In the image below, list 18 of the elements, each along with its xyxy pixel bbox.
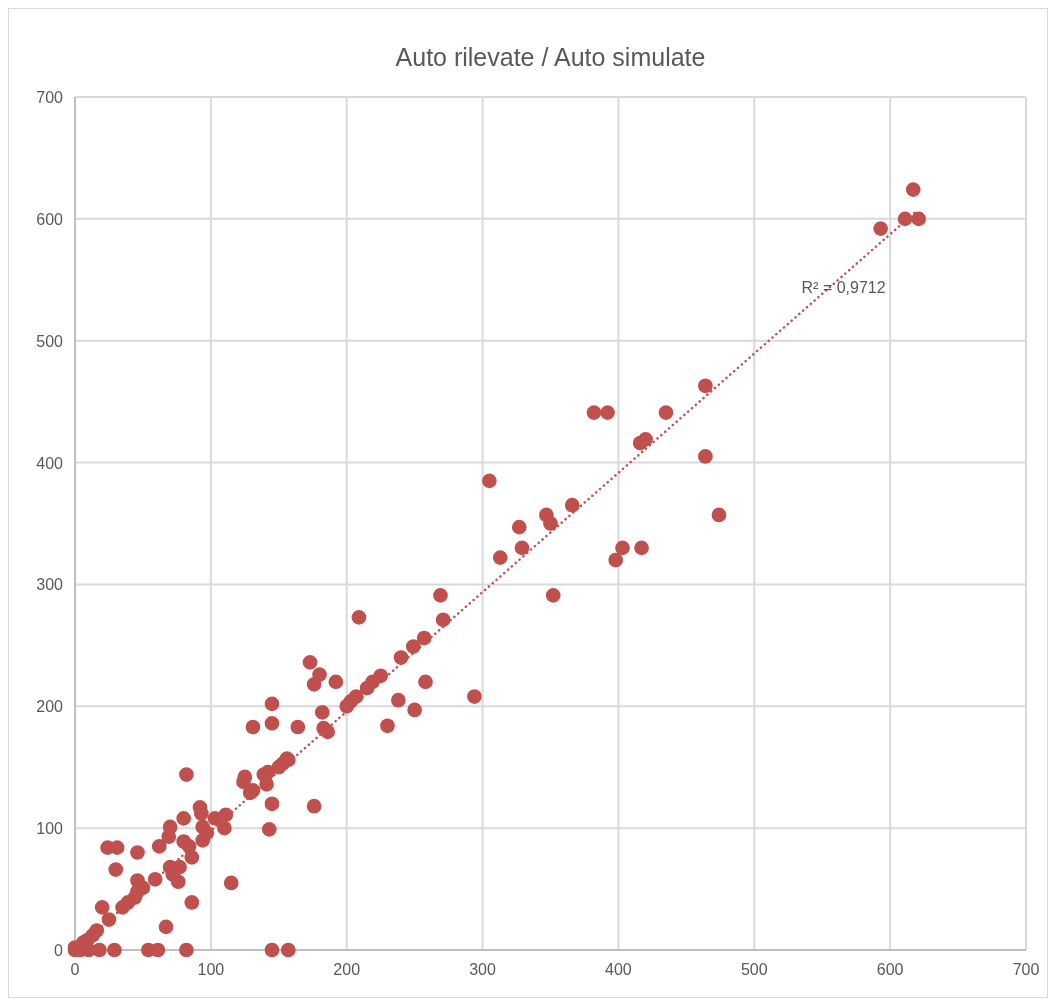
y-tick-label: 500 xyxy=(36,332,64,350)
annotation: R² = 0,9712 xyxy=(801,279,886,297)
y-tick-label: 600 xyxy=(36,210,64,228)
y-tick-label: 700 xyxy=(36,89,64,106)
x-tick-label: 300 xyxy=(469,961,497,978)
x-tick-label: 500 xyxy=(740,961,768,978)
x-tick-label: 400 xyxy=(605,961,632,978)
chart-title: Auto rilevate / Auto simulate xyxy=(395,43,706,71)
y-tick-label: 300 xyxy=(36,576,64,594)
y-tick-label: 0 xyxy=(54,942,64,959)
x-tick-label: 0 xyxy=(70,961,80,978)
x-tick-label: 600 xyxy=(876,961,904,978)
y-tick-label: 200 xyxy=(36,698,64,716)
y-tick-label: 100 xyxy=(36,820,64,838)
y-tick-label: 400 xyxy=(36,454,64,472)
x-tick-label: 200 xyxy=(333,961,361,978)
x-tick-label: 100 xyxy=(197,961,225,978)
x-tick-label: 700 xyxy=(1012,961,1040,978)
